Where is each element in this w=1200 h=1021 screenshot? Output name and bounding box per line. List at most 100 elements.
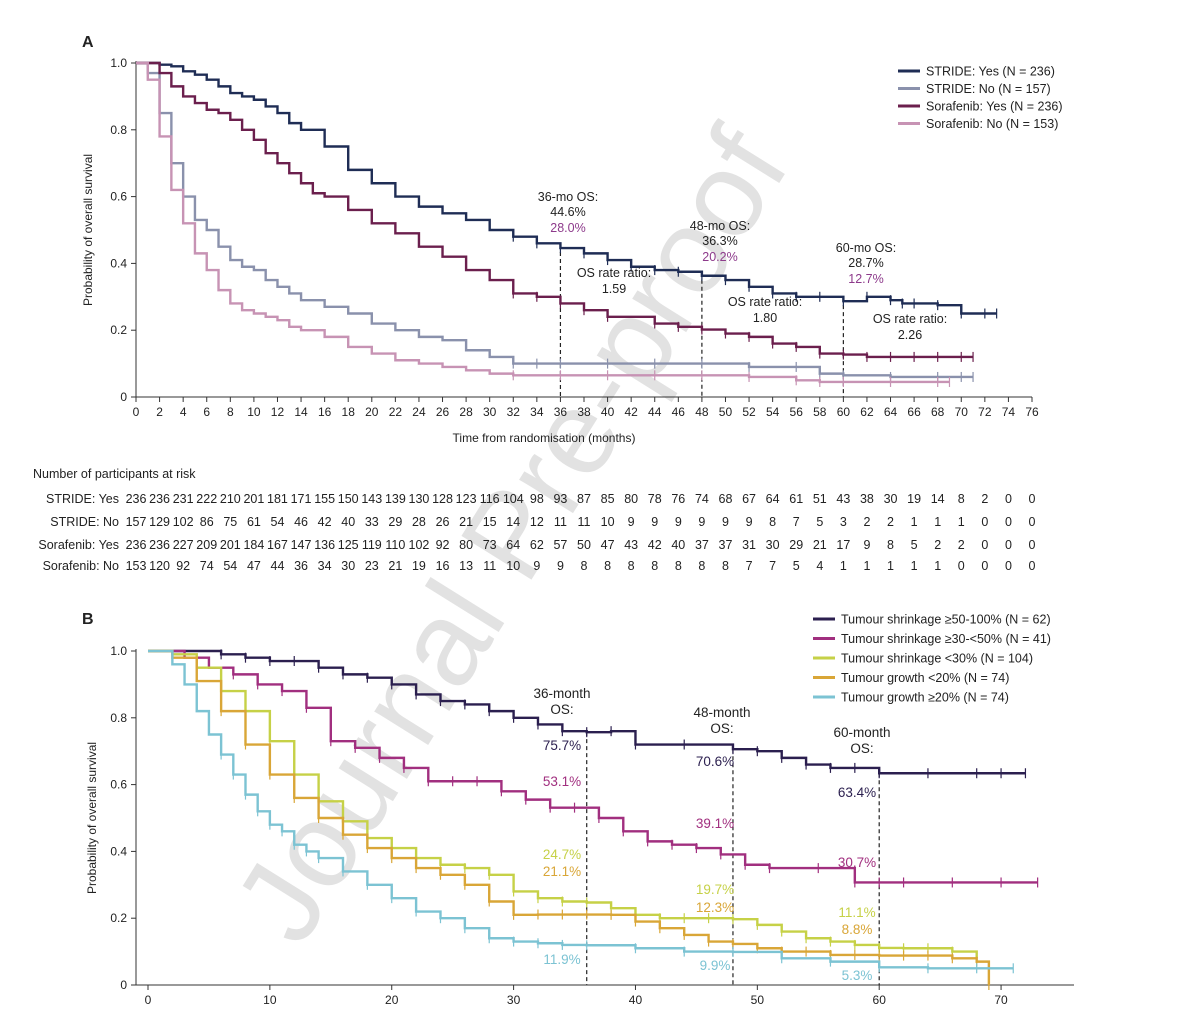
risk-cell: 38 [860,492,874,506]
risk-cell: 8 [581,559,588,573]
risk-cell: 76 [671,492,685,506]
risk-cell: 93 [553,492,567,506]
x-tick-label: 26 [436,405,450,419]
risk-cell: 0 [981,515,988,529]
x-tick-label: 50 [719,405,733,419]
risk-cell: 42 [318,515,332,529]
annotation-value-stride: 36.3% [702,234,737,248]
risk-cell: 0 [981,559,988,573]
risk-cell: 0 [1029,515,1036,529]
risk-cell: 7 [793,515,800,529]
risk-row: Sorafenib: No 153 120 92 74 54 47 44 36 34 30 23 21 1… [43,559,1036,573]
risk-row: STRIDE: Yes 236 236 231 222 210 201 181 171 155 15… [46,492,1035,506]
risk-row-label: STRIDE: Yes [46,492,119,506]
panel-b-letter: B [82,611,94,628]
y-tick-label: 0.2 [110,911,127,925]
panel-b-plot: 0 0.2 0.4 0.6 0.8 1.0 0 10 20 30 40 50 60 70 Probabili… [85,613,1074,1007]
x-tick-label: 2 [156,405,163,419]
risk-row-label: Sorafenib: No [43,559,119,573]
x-tick-label: 32 [507,405,521,419]
risk-cell: 33 [365,515,379,529]
legend-label: Tumour shrinkage <30% (N = 104) [841,652,1033,666]
y-tick-label: 0.4 [110,256,127,270]
x-tick-label: 36 [554,405,568,419]
series-group [148,649,978,964]
x-tick-label: 60 [837,405,851,419]
annotation-value: 8.8% [842,922,873,937]
risk-cell: 30 [341,559,355,573]
x-tick-label: 66 [907,405,921,419]
annotation-title: 60-mo OS: [836,241,896,255]
risk-cell: 201 [243,492,264,506]
risk-cell: 116 [480,492,500,506]
risk-cell: 210 [220,492,241,506]
x-tick-label: 30 [483,405,497,419]
y-tick-label: 1.0 [110,56,127,70]
risk-cell: 46 [294,515,308,529]
annotation-title: OS: [710,721,733,736]
risk-cell: 9 [675,515,682,529]
risk-cell: 43 [624,538,638,552]
x-tick-label: 38 [577,405,591,419]
risk-cell: 98 [530,492,544,506]
risk-cell: 15 [483,515,497,529]
risk-cell: 201 [220,538,241,552]
risk-cell: 40 [341,515,355,529]
risk-cell: 236 [149,538,170,552]
x-tick-label: 42 [624,405,638,419]
annotation-value: 9.9% [700,958,731,973]
y-tick-label: 0.8 [110,123,127,137]
risk-cell: 2 [981,492,988,506]
y-axis-label: Probability of overall survival [81,154,95,306]
x-tick-label: 6 [203,405,210,419]
legend-label: Tumour shrinkage ≥30-<50% (N = 41) [841,632,1051,646]
legend-label: STRIDE: Yes (N = 236) [926,65,1055,79]
annotation-title: 36-mo OS: [538,190,598,204]
annotation-value: 12.3% [696,900,734,915]
y-tick-label: 0 [120,978,127,992]
annotation-title: OS: [850,741,873,756]
risk-cell: 74 [695,492,709,506]
risk-cell: 29 [789,538,803,552]
x-tick-label: 12 [271,405,285,419]
annotation-title: 60-month [833,725,890,740]
risk-cell: 17 [836,538,850,552]
risk-cell: 19 [907,492,921,506]
risk-cell: 68 [719,492,733,506]
risk-cell: 47 [601,538,615,552]
ratio-value: 2.26 [898,328,922,342]
risk-cell: 8 [651,559,658,573]
risk-cell: 157 [126,515,147,529]
risk-cell: 10 [601,515,615,529]
risk-cell: 123 [456,492,477,506]
annotation-title: 48-mo OS: [690,219,750,233]
y-tick-label: 0.2 [110,323,127,337]
risk-cell: 31 [742,538,756,552]
risk-cell: 5 [911,538,918,552]
legend-label: Tumour growth <20% (N = 74) [841,671,1009,685]
risk-cell: 1 [863,559,870,573]
annotation-value-sorafenib: 28.0% [550,221,585,235]
risk-cell: 1 [958,515,965,529]
risk-cell: 44 [271,559,285,573]
x-tick-label: 8 [227,405,234,419]
x-tick-label: 56 [790,405,804,419]
x-tick-label: 64 [884,405,898,419]
risk-cell: 8 [604,559,611,573]
x-tick-label: 24 [412,405,426,419]
annotation-value-sorafenib: 12.7% [848,272,883,286]
risk-cell: 43 [836,492,850,506]
risk-cell: 80 [459,538,473,552]
risk-cell: 0 [981,538,988,552]
panel-a-plot: 00.20.40.60.81.00 2 4 6 8 10 12 14 16 18 20 22 24 26 2… [81,56,1063,445]
risk-cell: 92 [436,538,450,552]
risk-cell: 23 [365,559,379,573]
risk-cell: 8 [722,559,729,573]
risk-cell: 8 [675,559,682,573]
risk-cell: 129 [149,515,170,529]
risk-cell: 19 [412,559,426,573]
x-tick-label: 70 [955,405,969,419]
risk-cell: 34 [318,559,332,573]
x-tick-label: 0 [145,993,152,1007]
